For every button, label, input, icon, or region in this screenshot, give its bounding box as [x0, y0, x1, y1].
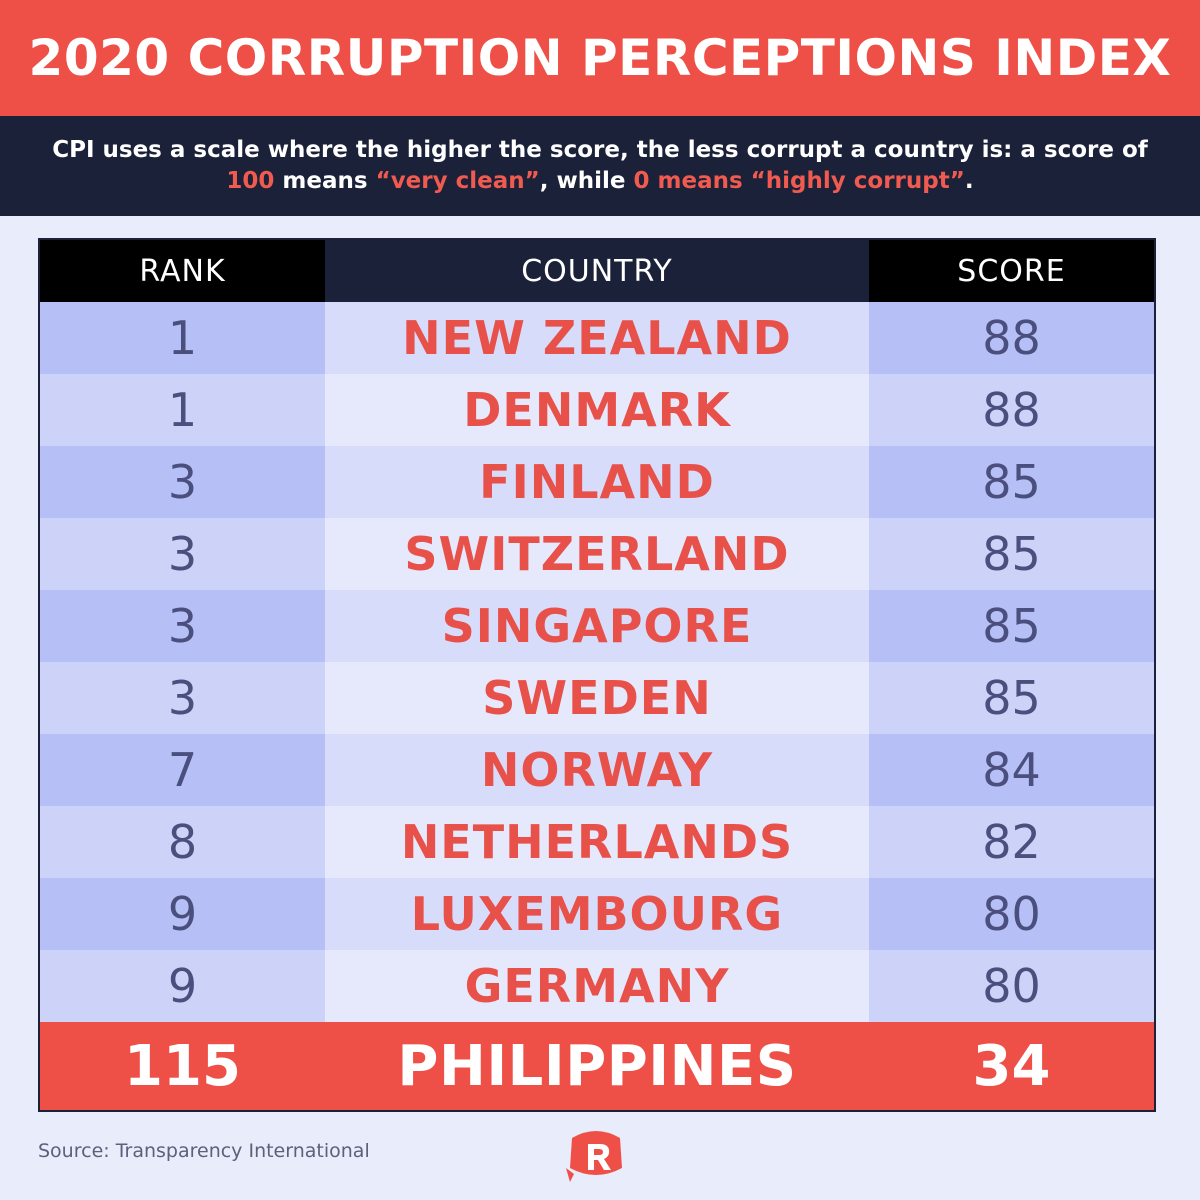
table-row: 8 NETHERLANDS 82	[40, 806, 1154, 878]
subtitle-text: means	[274, 168, 376, 194]
subtitle-text: .	[964, 168, 974, 194]
rank-cell: 3	[40, 662, 325, 734]
score-cell: 88	[869, 374, 1154, 446]
table-header-row: RANK COUNTRY SCORE	[40, 240, 1154, 302]
rappler-logo-icon	[562, 1128, 630, 1186]
country-cell: SWEDEN	[325, 662, 869, 734]
table-row: 9 GERMANY 80	[40, 950, 1154, 1022]
country-cell: GERMANY	[325, 950, 869, 1022]
title-bar: 2020 CORRUPTION PERCEPTIONS INDEX	[0, 0, 1200, 116]
highlight-row-philippines: 115 PHILIPPINES 34	[40, 1022, 1154, 1110]
table-body: 1 NEW ZEALAND 88 1 DENMARK 88 3 FINLAND …	[40, 302, 1154, 1022]
rank-cell: 1	[40, 374, 325, 446]
rank-cell: 1	[40, 302, 325, 374]
country-cell: DENMARK	[325, 374, 869, 446]
subtitle: CPI uses a scale where the higher the sc…	[40, 135, 1160, 197]
table-row: 1 DENMARK 88	[40, 374, 1154, 446]
score-cell: 84	[869, 734, 1154, 806]
subtitle-highlight-clean: “very clean”	[375, 168, 540, 194]
table-row: 3 FINLAND 85	[40, 446, 1154, 518]
rank-cell: 9	[40, 950, 325, 1022]
subtitle-highlight-100: 100	[226, 168, 275, 194]
score-cell: 85	[869, 446, 1154, 518]
rappler-logo-svg	[566, 1131, 622, 1182]
rank-cell: 8	[40, 806, 325, 878]
country-cell: SINGAPORE	[325, 590, 869, 662]
score-cell: 34	[972, 1033, 1051, 1099]
country-cell: NETHERLANDS	[325, 806, 869, 878]
subtitle-text: CPI uses a scale where the higher the sc…	[52, 137, 1148, 163]
subtitle-bar: CPI uses a scale where the higher the sc…	[0, 116, 1200, 216]
score-cell: 85	[869, 590, 1154, 662]
page-title: 2020 CORRUPTION PERCEPTIONS INDEX	[28, 29, 1172, 87]
subtitle-text: , while	[539, 168, 634, 194]
column-header-country: COUNTRY	[325, 240, 869, 302]
score-cell: 85	[869, 662, 1154, 734]
rank-cell: 9	[40, 878, 325, 950]
score-cell: 80	[869, 950, 1154, 1022]
rank-cell: 3	[40, 590, 325, 662]
table-row: 1 NEW ZEALAND 88	[40, 302, 1154, 374]
country-cell: SWITZERLAND	[325, 518, 869, 590]
country-cell: NEW ZEALAND	[325, 302, 869, 374]
column-header-score: SCORE	[869, 240, 1154, 302]
country-cell: LUXEMBOURG	[325, 878, 869, 950]
source-credit: Source: Transparency International	[38, 1140, 370, 1162]
ranking-table: RANK COUNTRY SCORE 1 NEW ZEALAND 88 1 DE…	[38, 238, 1156, 1112]
table-row: 9 LUXEMBOURG 80	[40, 878, 1154, 950]
rank-cell: 3	[40, 518, 325, 590]
country-cell: PHILIPPINES	[397, 1033, 797, 1099]
country-cell: FINLAND	[325, 446, 869, 518]
table-row: 7 NORWAY 84	[40, 734, 1154, 806]
subtitle-highlight-corrupt: 0 means “highly corrupt”	[633, 168, 965, 194]
rank-cell: 115	[124, 1033, 241, 1099]
score-cell: 82	[869, 806, 1154, 878]
table-row: 3 SWITZERLAND 85	[40, 518, 1154, 590]
country-cell: NORWAY	[325, 734, 869, 806]
rank-cell: 7	[40, 734, 325, 806]
rank-cell: 3	[40, 446, 325, 518]
score-cell: 88	[869, 302, 1154, 374]
score-cell: 85	[869, 518, 1154, 590]
column-header-rank: RANK	[40, 240, 325, 302]
score-cell: 80	[869, 878, 1154, 950]
table-row: 3 SWEDEN 85	[40, 662, 1154, 734]
table-row: 3 SINGAPORE 85	[40, 590, 1154, 662]
